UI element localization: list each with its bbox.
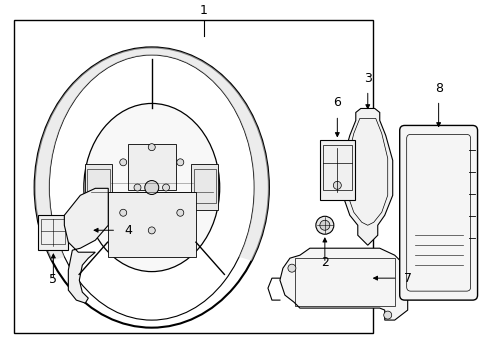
Text: 2: 2 [320, 256, 328, 269]
Circle shape [120, 209, 126, 216]
Polygon shape [279, 248, 421, 320]
Circle shape [383, 311, 391, 319]
Circle shape [144, 180, 159, 194]
Bar [107, 192, 196, 257]
Text: 4: 4 [124, 224, 132, 237]
Circle shape [148, 227, 155, 234]
Circle shape [120, 159, 126, 166]
Text: 8: 8 [434, 81, 442, 95]
Circle shape [315, 216, 333, 234]
FancyBboxPatch shape [399, 125, 477, 300]
Circle shape [287, 264, 295, 272]
Circle shape [134, 184, 141, 191]
Text: 7: 7 [403, 272, 411, 285]
Polygon shape [342, 108, 392, 245]
Circle shape [319, 220, 329, 230]
Bar [191, 164, 218, 210]
Polygon shape [35, 48, 268, 261]
Circle shape [177, 159, 183, 166]
Bar [193, 169, 216, 203]
Circle shape [177, 209, 183, 216]
Circle shape [405, 261, 413, 269]
Bar [322, 145, 351, 190]
Bar [87, 169, 109, 203]
Ellipse shape [83, 103, 219, 271]
Bar [14, 21, 372, 333]
Bar [128, 144, 175, 190]
Circle shape [333, 181, 341, 189]
Text: 3: 3 [363, 72, 371, 85]
Polygon shape [64, 188, 108, 303]
Text: 5: 5 [49, 273, 57, 286]
Circle shape [162, 184, 169, 191]
Bar [39, 215, 68, 250]
Text: 1: 1 [200, 4, 207, 17]
Bar [85, 164, 112, 210]
Bar [294, 258, 394, 306]
Circle shape [148, 144, 155, 151]
Bar [41, 219, 65, 244]
Text: 6: 6 [333, 96, 341, 109]
Bar [319, 140, 354, 200]
